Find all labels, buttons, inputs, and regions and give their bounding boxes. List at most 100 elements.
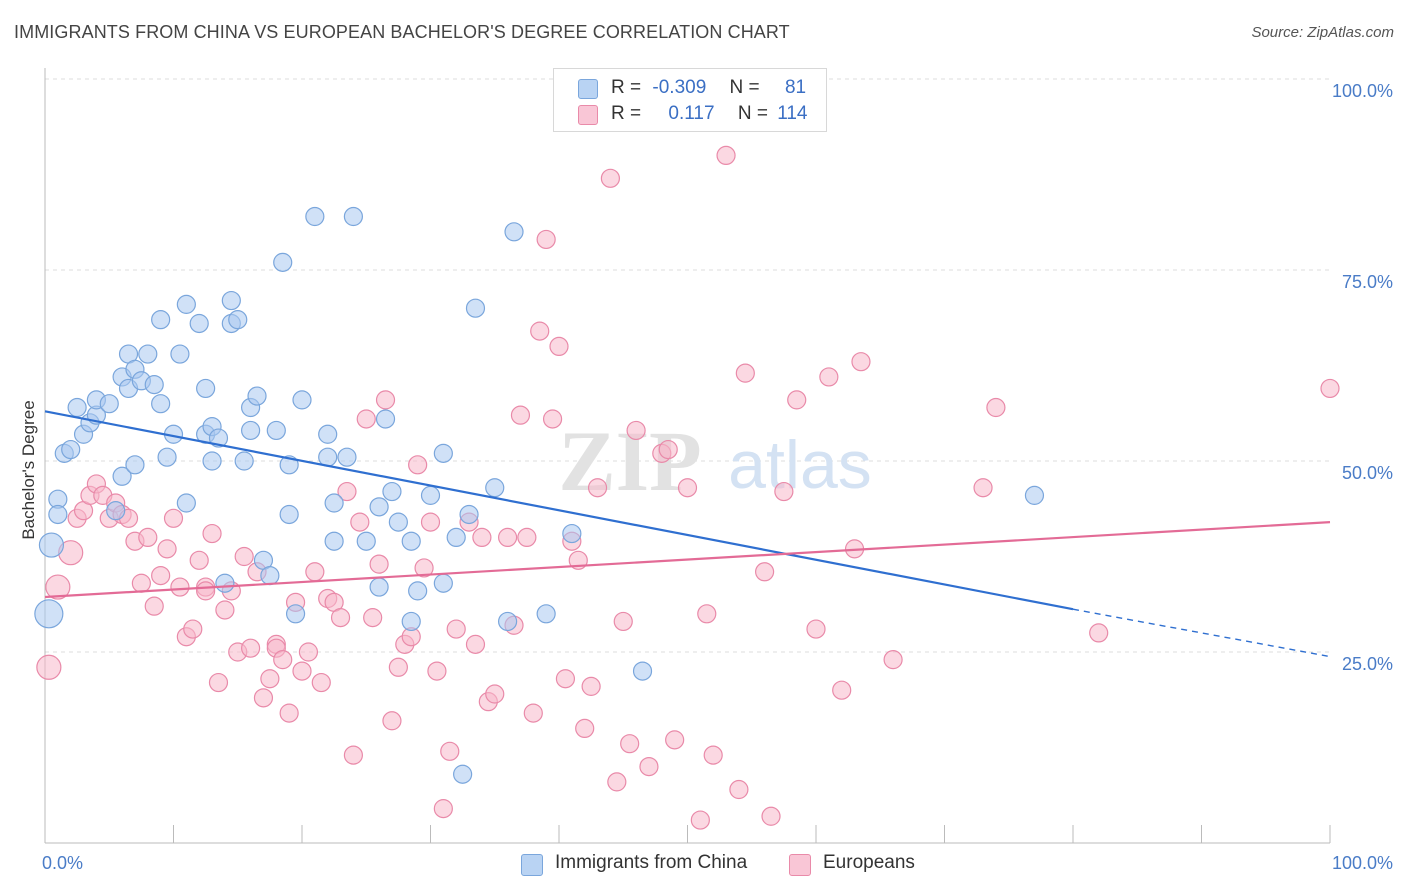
point-europeans (549, 336, 569, 356)
point-europeans (196, 581, 216, 601)
legend-r-label-europeans: R = (611, 103, 642, 124)
point-china (356, 531, 376, 551)
point-china (369, 577, 389, 597)
point-china (260, 565, 280, 586)
point-europeans (414, 558, 434, 578)
point-china (504, 222, 524, 242)
point-china (324, 531, 344, 551)
point-europeans (189, 550, 209, 570)
point-europeans (253, 688, 274, 708)
trend-line-china-extension (1072, 608, 1331, 658)
point-europeans (350, 512, 370, 532)
legend-swatch-china (578, 79, 598, 99)
x-tick-label-max: 100.0% (1332, 853, 1393, 873)
gridlines (45, 78, 1330, 653)
point-china (459, 504, 479, 525)
point-europeans (369, 554, 389, 574)
bottom-legend-label-china: Immigrants from China (555, 852, 748, 873)
y-tick-label: 100.0% (1332, 81, 1393, 101)
axes (44, 68, 1331, 844)
point-europeans (298, 642, 319, 662)
point-europeans (157, 539, 177, 559)
point-china (151, 310, 171, 330)
point-europeans (215, 600, 235, 620)
point-china (176, 294, 196, 314)
point-europeans (555, 669, 576, 689)
point-china (408, 581, 428, 601)
point-china (106, 501, 126, 521)
trend-lines (44, 410, 1331, 658)
point-china (453, 764, 473, 784)
point-china (221, 290, 241, 311)
point-china (125, 455, 145, 475)
point-europeans (472, 527, 492, 548)
point-europeans (36, 654, 62, 680)
point-china (285, 604, 306, 624)
point-europeans (761, 806, 781, 826)
point-china (138, 344, 158, 364)
point-europeans (536, 229, 556, 250)
y-axis-label: Bachelor's Degree (19, 400, 38, 539)
point-europeans (343, 745, 363, 765)
point-europeans (600, 168, 621, 188)
point-china (157, 447, 177, 467)
point-china (228, 310, 248, 330)
point-china (305, 206, 325, 227)
point-china (369, 497, 389, 517)
point-china (99, 394, 119, 414)
point-china (202, 451, 222, 471)
point-europeans (446, 619, 466, 639)
point-europeans (973, 478, 993, 498)
legend-n-label-europeans: N = (737, 103, 768, 124)
point-china (61, 439, 81, 460)
point-china (241, 420, 261, 441)
point-europeans (587, 478, 608, 498)
point-china (401, 531, 421, 551)
point-europeans (883, 650, 903, 670)
source-credit: Source: ZipAtlas.com (1251, 24, 1394, 41)
point-china (401, 611, 421, 632)
point-china (48, 504, 68, 525)
bottom-legend-swatch-europeans (789, 854, 811, 876)
point-china (632, 661, 653, 681)
point-europeans (754, 562, 775, 582)
point-europeans (241, 638, 261, 658)
point-europeans (427, 661, 447, 681)
point-europeans (716, 145, 736, 165)
point-china (273, 252, 293, 272)
point-china (247, 386, 267, 406)
point-europeans (163, 508, 184, 528)
trend-line-europeans (44, 521, 1331, 599)
point-europeans (542, 409, 563, 429)
point-europeans (45, 574, 71, 600)
point-europeans (433, 799, 453, 819)
point-china (318, 424, 338, 444)
point-europeans (337, 481, 357, 502)
point-china (433, 573, 453, 593)
point-china (446, 527, 466, 548)
point-china (189, 313, 209, 334)
point-europeans (1320, 378, 1340, 399)
point-europeans (465, 634, 486, 654)
y-tick-label: 25.0% (1342, 654, 1393, 674)
point-china (337, 447, 357, 467)
point-europeans (420, 512, 441, 532)
bottom-legend-swatch-china (521, 854, 543, 876)
point-europeans (665, 730, 685, 750)
point-china (112, 466, 132, 486)
point-europeans (375, 390, 396, 410)
point-europeans (151, 565, 171, 586)
series-europeans (36, 145, 1340, 830)
point-europeans (658, 439, 678, 460)
legend-n-label-china: N = (729, 77, 760, 98)
point-china (196, 378, 216, 399)
point-europeans (202, 523, 222, 544)
point-europeans (703, 745, 723, 765)
legend-text-china: R = -0.309 N = 81 (611, 77, 806, 99)
x-tick-labels: 0.0% 100.0% (42, 853, 1393, 873)
series-china (34, 206, 1045, 784)
point-europeans (626, 420, 646, 441)
point-china (234, 451, 254, 471)
bottom-legend-label-europeans: Europeans (823, 852, 915, 873)
